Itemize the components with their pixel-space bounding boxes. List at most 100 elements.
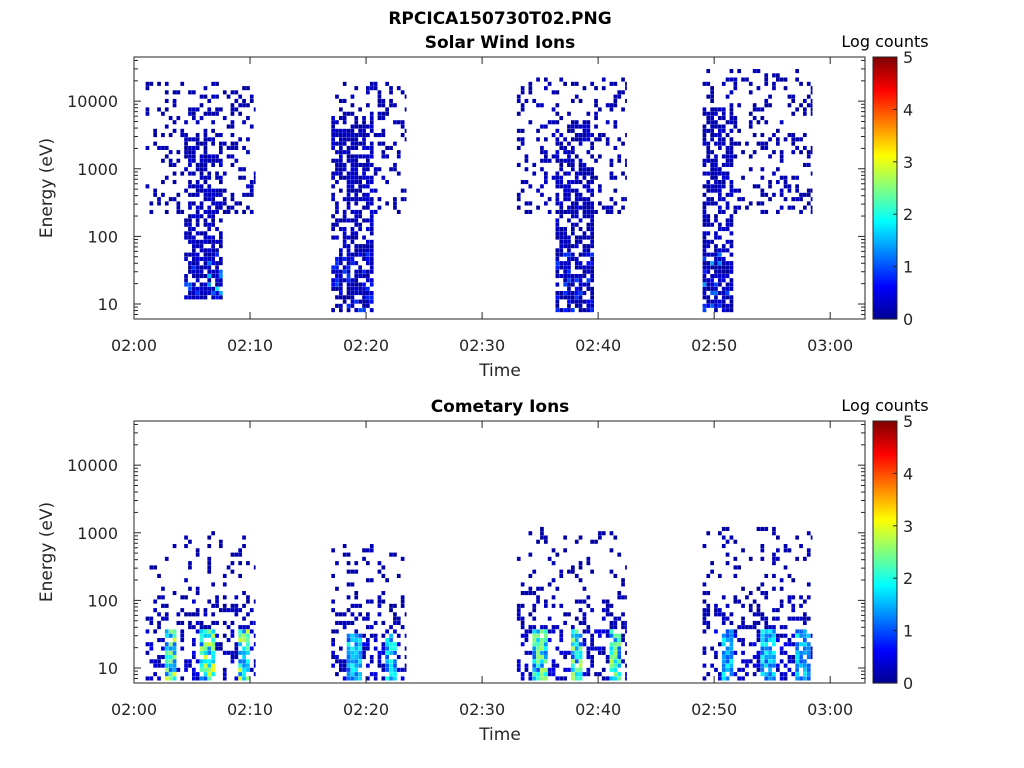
heatmap-cell	[578, 124, 583, 129]
heatmap-cell	[203, 650, 208, 655]
heatmap-cell	[718, 256, 722, 261]
heatmap-cell	[768, 629, 772, 634]
heatmap-cell	[772, 659, 776, 664]
heatmap-cell	[544, 175, 548, 180]
heatmap-cell	[211, 655, 215, 660]
heatmap-cell	[211, 162, 215, 167]
heatmap-cell	[571, 81, 575, 86]
heatmap-cell	[253, 663, 256, 668]
heatmap-cell	[702, 282, 707, 287]
heatmap-cell	[729, 663, 734, 668]
heatmap-cell	[335, 269, 339, 274]
heatmap-cell	[725, 308, 730, 313]
heatmap-cell	[737, 667, 741, 672]
heatmap-cell	[203, 175, 208, 180]
heatmap-cell	[188, 107, 192, 112]
heatmap-cell	[625, 197, 627, 202]
heatmap-cell	[571, 128, 575, 133]
heatmap-cell	[563, 282, 567, 287]
heatmap-cell	[613, 145, 618, 150]
heatmap-cell	[339, 252, 343, 257]
heatmap-cell	[354, 141, 359, 146]
heatmap-cell	[710, 124, 714, 129]
heatmap-cell	[795, 69, 799, 74]
heatmap-cell	[594, 124, 598, 129]
heatmap-cell	[199, 650, 204, 655]
heatmap-cell	[203, 137, 208, 142]
heatmap-cell	[199, 167, 204, 172]
heatmap-cell	[571, 638, 575, 643]
heatmap-cell	[215, 133, 219, 138]
heatmap-cell	[362, 282, 366, 287]
heatmap-cell	[586, 244, 591, 249]
heatmap-cell	[574, 599, 579, 604]
heatmap-cell	[563, 295, 567, 300]
heatmap-cell	[540, 659, 544, 664]
heatmap-cell	[381, 150, 386, 155]
heatmap-cell	[536, 595, 540, 600]
heatmap-cell	[226, 205, 231, 210]
heatmap-cell	[342, 659, 347, 664]
heatmap-cell	[803, 676, 807, 681]
heatmap-cell	[339, 141, 343, 146]
heatmap-cell	[215, 269, 219, 274]
heatmap-cell	[605, 209, 610, 214]
heatmap-cell	[594, 629, 598, 634]
heatmap-cell	[586, 595, 591, 600]
heatmap-cell	[331, 158, 335, 163]
heatmap-cell	[366, 642, 370, 647]
heatmap-cell	[331, 235, 335, 240]
colorbar-segment	[873, 157, 897, 161]
heatmap-cell	[199, 201, 204, 206]
heatmap-cell	[172, 180, 177, 185]
heatmap-cell	[342, 218, 347, 223]
heatmap-cell	[358, 646, 362, 651]
heatmap-cell	[702, 141, 707, 146]
heatmap-cell	[516, 556, 521, 561]
heatmap-cell	[613, 663, 618, 668]
heatmap-cell	[381, 573, 386, 578]
heatmap-cell	[145, 629, 150, 634]
heatmap-cell	[172, 672, 177, 677]
colorbar-segment	[873, 517, 897, 520]
heatmap-cell	[725, 650, 730, 655]
heatmap-cell	[617, 659, 622, 664]
heatmap-cell	[729, 269, 734, 274]
heatmap-cell	[540, 124, 544, 129]
heatmap-cell	[168, 663, 173, 668]
heatmap-cell	[203, 167, 208, 172]
heatmap-cell	[350, 175, 355, 180]
heatmap-cell	[211, 201, 215, 206]
heatmap-cell	[567, 124, 571, 129]
heatmap-cell	[157, 625, 161, 630]
heatmap-cell	[806, 188, 811, 193]
heatmap-cell	[729, 107, 734, 112]
colorbar-segment	[873, 530, 897, 533]
heatmap-cell	[779, 672, 784, 677]
heatmap-cell	[571, 278, 575, 283]
heatmap-cell	[207, 111, 212, 116]
heatmap-cell	[578, 180, 583, 185]
heatmap-cell	[203, 265, 208, 270]
heatmap-cell	[733, 86, 738, 91]
heatmap-cell	[203, 676, 208, 681]
heatmap-cell	[354, 158, 359, 163]
heatmap-cell	[226, 145, 231, 150]
heatmap-cell	[540, 526, 544, 531]
heatmap-cell	[578, 235, 583, 240]
heatmap-cell	[729, 612, 734, 617]
colorbar-segment	[873, 449, 897, 453]
colorbar-segment	[873, 78, 897, 82]
heatmap-cell	[242, 655, 246, 660]
heatmap-cell	[366, 286, 370, 291]
heatmap-cell	[342, 299, 347, 304]
heatmap-cell	[725, 303, 730, 308]
heatmap-cell	[381, 133, 386, 138]
heatmap-cell	[574, 171, 579, 176]
heatmap-cell	[613, 620, 618, 625]
colorbar-segment	[873, 124, 897, 128]
heatmap-cell	[172, 120, 177, 125]
heatmap-cell	[563, 252, 567, 257]
heatmap-cell	[362, 162, 366, 167]
heatmap-cell	[404, 655, 407, 660]
